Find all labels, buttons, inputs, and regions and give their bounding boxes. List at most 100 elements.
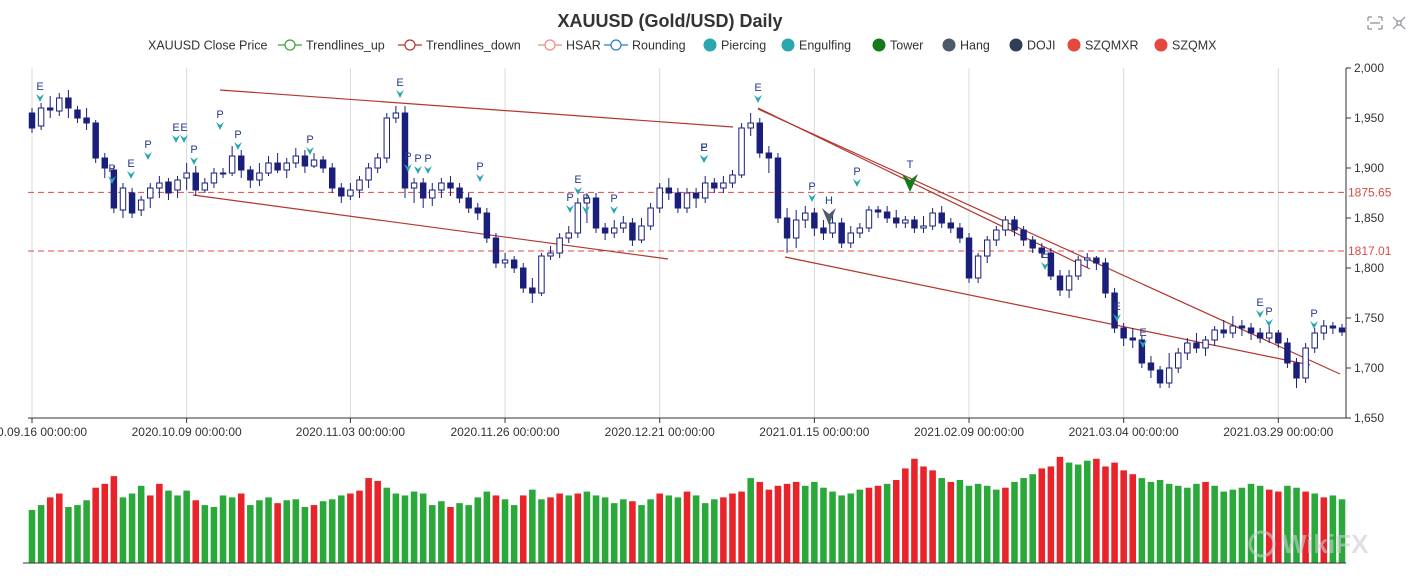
candle bbox=[1111, 288, 1118, 333]
volume-bar bbox=[183, 490, 190, 563]
candle bbox=[1265, 326, 1273, 343]
marker-letter: E bbox=[1256, 297, 1263, 309]
marker-letter: P bbox=[234, 129, 241, 141]
candle bbox=[1102, 258, 1109, 298]
candle bbox=[147, 183, 154, 208]
candle-up bbox=[201, 182, 209, 191]
piercing-marker: P bbox=[216, 109, 224, 130]
candle bbox=[592, 193, 600, 233]
volume-bar bbox=[192, 500, 200, 563]
y-axis: 1,650 1,700 1,750 1,800 1,850 1,900 1,950 2,000 bbox=[1345, 61, 1384, 425]
volume-bar bbox=[1275, 491, 1282, 563]
engulfing-marker: E bbox=[1041, 249, 1049, 270]
candle bbox=[1165, 353, 1173, 388]
volume-bar bbox=[83, 500, 90, 563]
candle-down bbox=[874, 209, 882, 213]
candle-up bbox=[292, 155, 300, 164]
marker-arrow bbox=[144, 152, 152, 160]
piercing-marker: P bbox=[1265, 306, 1273, 327]
candle-down bbox=[1111, 292, 1118, 329]
marker-letter: E bbox=[396, 77, 403, 89]
candle bbox=[765, 146, 773, 173]
volume-bar bbox=[1311, 493, 1318, 563]
candle bbox=[465, 193, 472, 213]
volume-bar bbox=[1002, 487, 1009, 563]
candle bbox=[419, 178, 427, 208]
candle bbox=[1175, 348, 1182, 373]
restore-icon[interactable] bbox=[1391, 15, 1407, 30]
volume-bar bbox=[1111, 462, 1118, 563]
marker-arrow bbox=[1139, 340, 1147, 348]
volume-bar bbox=[465, 505, 472, 563]
volume-bar bbox=[392, 493, 400, 563]
candle bbox=[392, 106, 400, 123]
candle bbox=[474, 203, 481, 220]
legend-label: XAUUSD Close Price bbox=[148, 39, 268, 53]
candle bbox=[1229, 316, 1237, 338]
candle bbox=[192, 166, 199, 196]
candle bbox=[529, 278, 536, 303]
marker-arrow bbox=[1041, 262, 1049, 270]
volume-bar bbox=[1211, 485, 1218, 563]
candle bbox=[993, 226, 1000, 246]
candle bbox=[929, 208, 936, 230]
legend-item: Trendlines_up bbox=[278, 39, 385, 53]
volume-bar bbox=[1011, 481, 1018, 563]
candle-up bbox=[1320, 325, 1328, 334]
candle-down bbox=[1029, 239, 1036, 249]
candle-down bbox=[938, 212, 945, 224]
y-tick-label: 1,850 bbox=[1354, 211, 1384, 225]
candle-down bbox=[419, 182, 427, 199]
volume-bar bbox=[1293, 487, 1300, 563]
candle bbox=[256, 163, 263, 186]
candle bbox=[1211, 326, 1218, 346]
marker-letter: P bbox=[808, 181, 815, 193]
candle-down bbox=[674, 192, 682, 209]
marker-letter: P bbox=[108, 163, 115, 175]
legend-item: Piercing bbox=[703, 38, 766, 53]
candle-up bbox=[1211, 329, 1218, 341]
volume-bar bbox=[28, 509, 36, 563]
candle-down bbox=[1338, 327, 1346, 333]
volume-bar bbox=[1056, 456, 1064, 563]
volume-bar bbox=[429, 505, 436, 563]
candle bbox=[738, 123, 745, 178]
x-tick-label: 2021.03.29 00:00:00 bbox=[1223, 425, 1333, 439]
volume-bar bbox=[592, 495, 600, 563]
marker-arrow bbox=[127, 171, 135, 179]
candle bbox=[638, 218, 645, 243]
volume-bar bbox=[483, 491, 491, 563]
candle-down bbox=[83, 117, 90, 124]
candle bbox=[301, 150, 309, 173]
volume-bar bbox=[820, 487, 827, 563]
candle-up bbox=[738, 127, 745, 176]
volume-bar bbox=[529, 489, 536, 563]
volume-bar bbox=[1120, 470, 1127, 563]
candle-down bbox=[911, 219, 918, 229]
marker-letter: E bbox=[36, 81, 43, 93]
chart-title: XAUUSD (Gold/USD) Daily bbox=[557, 11, 782, 31]
candle bbox=[683, 188, 691, 213]
candle bbox=[774, 153, 782, 223]
volume-bar bbox=[237, 493, 245, 563]
trendlines bbox=[192, 89, 1341, 375]
volume-bar bbox=[547, 497, 554, 563]
marker-letter: P bbox=[414, 153, 421, 165]
zoom-icon[interactable] bbox=[1366, 15, 1383, 30]
volume-bar bbox=[247, 505, 254, 563]
candle-up bbox=[929, 212, 936, 227]
x-tick-label: 2020.10.09 00:00:00 bbox=[132, 425, 242, 439]
y-tick-label: 1,750 bbox=[1354, 311, 1384, 325]
engulfing-marker: E bbox=[396, 77, 404, 98]
candle bbox=[720, 176, 727, 193]
candle-up bbox=[747, 122, 754, 129]
volume-bar bbox=[519, 495, 527, 563]
legend-item: SZQMXR bbox=[1067, 38, 1138, 53]
marker-arrow bbox=[36, 94, 44, 102]
volume-bar bbox=[692, 495, 700, 563]
candle bbox=[46, 96, 54, 118]
legend-label: Trendlines_down bbox=[426, 39, 521, 53]
legend-item: Rounding bbox=[604, 39, 686, 53]
candle-up bbox=[1229, 325, 1237, 334]
legend-label: Hang bbox=[960, 39, 990, 53]
